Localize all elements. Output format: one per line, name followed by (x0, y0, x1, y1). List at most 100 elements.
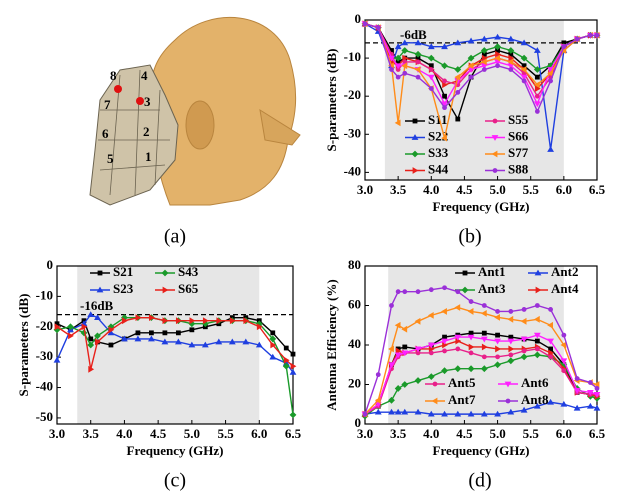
shaded-band (385, 20, 564, 180)
data-point (595, 33, 600, 38)
data-point (482, 303, 487, 308)
legend-label: S77 (508, 145, 529, 160)
caption: (b) (458, 226, 481, 248)
data-point (402, 71, 407, 76)
data-point (495, 63, 500, 68)
y-tick-label: -10 (344, 49, 361, 64)
data-point (416, 75, 421, 80)
data-point (416, 289, 421, 294)
y-tick-label: 40 (348, 336, 361, 351)
x-tick-label: 3.5 (390, 182, 407, 197)
legend-label: Ant7 (448, 392, 476, 407)
x-tick-label: 4.5 (456, 182, 473, 197)
data-point (495, 309, 500, 314)
data-point (376, 25, 381, 30)
data-point (469, 299, 474, 304)
y-tick-label: -20 (36, 318, 53, 333)
x-axis-label: Frequency (GHz) (433, 199, 530, 214)
data-point (363, 21, 368, 26)
y-tick-label: -30 (36, 348, 53, 363)
x-tick-label: 6.0 (251, 426, 267, 441)
data-point (588, 33, 593, 38)
x-tick-label: 3.5 (83, 426, 100, 441)
data-point (442, 285, 447, 290)
data-point (548, 79, 553, 84)
x-tick-label: 4.5 (456, 426, 473, 441)
x-tick-label: 6.0 (556, 182, 572, 197)
x-tick-label: 4.0 (423, 182, 439, 197)
data-point (455, 289, 460, 294)
data-point (176, 330, 181, 335)
legend-label: S66 (508, 128, 529, 143)
data-point (162, 330, 167, 335)
data-point (482, 331, 487, 336)
data-point (389, 303, 394, 308)
data-point (291, 352, 296, 357)
data-point (429, 351, 434, 356)
legend-label: Ant2 (551, 264, 578, 279)
data-point (522, 79, 527, 84)
x-tick-label: 4.0 (116, 426, 132, 441)
legend-label: S21 (113, 264, 133, 279)
data-point (587, 403, 594, 409)
caption: (d) (468, 470, 491, 492)
legend-marker (413, 119, 418, 124)
data-point (561, 44, 566, 49)
legend-label: Ant4 (551, 281, 579, 296)
y-axis-label: Antenna Efficiency (%) (324, 279, 339, 410)
y-tick-label: -50 (36, 409, 53, 424)
data-point (270, 330, 275, 335)
data-point (575, 376, 580, 381)
legend-marker (463, 271, 468, 276)
port-label: 6 (102, 126, 109, 141)
x-axis-label: Frequency (GHz) (433, 443, 530, 458)
data-point (429, 287, 434, 292)
data-point (396, 75, 401, 80)
data-point (284, 346, 289, 351)
threshold-label: -6dB (400, 27, 427, 42)
data-point (402, 289, 407, 294)
data-point (283, 363, 290, 370)
y-tick-label: -20 (344, 87, 361, 102)
y-axis-label: S-parameters (dB) (16, 294, 31, 397)
legend-label: Ant3 (478, 281, 506, 296)
data-point (429, 86, 434, 91)
data-point (482, 67, 487, 72)
x-tick-label: 3.5 (390, 426, 407, 441)
data-point (109, 343, 114, 348)
legend-label: Ant8 (521, 392, 549, 407)
x-tick-label: 6.0 (556, 426, 572, 441)
x-tick-label: 3.0 (357, 182, 373, 197)
port-label: 7 (104, 97, 111, 112)
legend-label: S33 (428, 145, 449, 160)
data-point (548, 307, 553, 312)
chart-panel: 3.03.54.04.55.05.56.06.50-10-20-30-40Fre… (324, 11, 606, 248)
data-point (522, 307, 527, 312)
x-tick-label: 5.0 (489, 426, 505, 441)
data-point (149, 330, 154, 335)
x-tick-label: 5.0 (489, 182, 505, 197)
data-point (389, 67, 394, 72)
data-point (495, 333, 500, 338)
data-point (535, 75, 540, 80)
data-point (561, 368, 566, 373)
y-tick-label: 60 (348, 296, 361, 311)
legend-label: Ant6 (521, 375, 549, 390)
data-point (189, 327, 194, 332)
x-tick-label: 6.5 (589, 426, 606, 441)
data-point (442, 105, 447, 110)
data-point (508, 352, 513, 357)
data-point (535, 339, 540, 344)
y-tick-label: 0 (47, 257, 54, 272)
y-tick-label: 80 (348, 257, 361, 272)
data-point (455, 117, 460, 122)
legend-label: S55 (508, 112, 529, 127)
legend-label: Ant5 (448, 375, 476, 390)
data-point (455, 90, 460, 95)
data-point (442, 349, 447, 354)
x-tick-label: 4.5 (150, 426, 167, 441)
data-point (376, 372, 381, 377)
legend-marker (506, 399, 511, 404)
legend-label: S65 (178, 281, 199, 296)
